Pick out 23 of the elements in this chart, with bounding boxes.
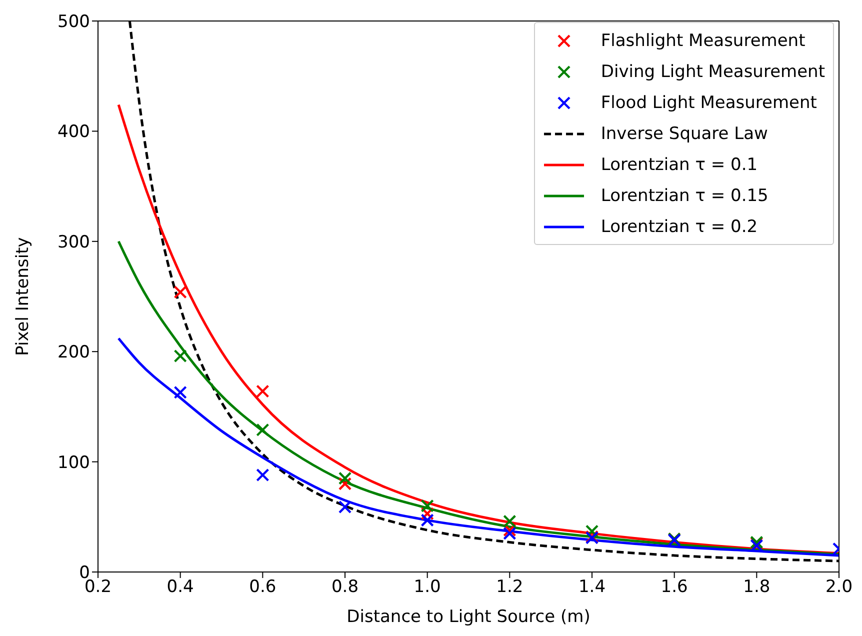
x-tick-label: 1.0 — [414, 577, 441, 598]
x-tick-label: 1.6 — [660, 577, 688, 598]
x-tick-label: 0.4 — [166, 577, 194, 598]
legend-label: Diving Light Measurement — [600, 62, 825, 82]
legend-label: Lorentzian τ = 0.2 — [600, 216, 758, 236]
y-tick-label: 500 — [58, 12, 90, 32]
x-tick-label: 1.8 — [743, 577, 770, 598]
x-axis-title: Distance to Light Source (m) — [346, 607, 590, 627]
legend-label: Flashlight Measurement — [600, 30, 806, 50]
y-tick-label: 200 — [58, 342, 90, 363]
x-tick-label: 1.2 — [496, 577, 524, 598]
x-tick-label: 0.6 — [249, 577, 276, 598]
y-tick-label: 300 — [58, 232, 90, 252]
x-tick-label: 1.4 — [578, 577, 606, 598]
x-tick-label: 2.0 — [825, 577, 853, 598]
x-tick-label: 0.8 — [331, 577, 359, 598]
legend-label: Flood Light Measurement — [600, 92, 817, 112]
legend-label: Lorentzian τ = 0.15 — [600, 186, 768, 206]
y-tick-label: 100 — [58, 452, 90, 473]
legend-label: Lorentzian τ = 0.1 — [600, 154, 758, 174]
y-axis-title: Pixel Intensity — [13, 237, 34, 356]
y-tick-label: 400 — [58, 122, 90, 142]
legend-label: Inverse Square Law — [600, 124, 768, 144]
